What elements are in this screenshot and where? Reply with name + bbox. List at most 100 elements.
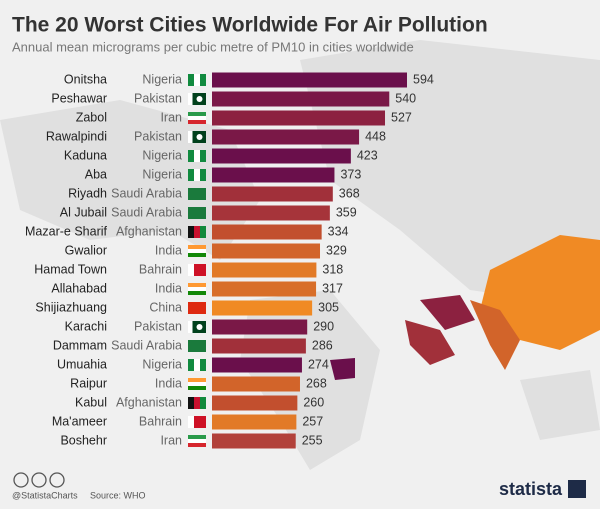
country-label: Nigeria xyxy=(142,167,182,181)
flag xyxy=(188,397,206,409)
flag xyxy=(188,321,206,333)
city-label: Hamad Town xyxy=(34,262,107,276)
flag-part xyxy=(196,324,203,330)
city-label: Shijiazhuang xyxy=(35,300,107,314)
country-label: India xyxy=(155,243,182,257)
chart-subtitle: Annual mean micrograms per cubic metre o… xyxy=(12,39,414,54)
flag-part xyxy=(200,397,206,409)
rows: Onitsha Nigeria 594 Peshawar Pakistan 540 Zabo… xyxy=(25,72,434,449)
flag-part xyxy=(188,382,206,386)
city-label: Rawalpindi xyxy=(46,129,107,143)
flag-part xyxy=(188,386,206,390)
flag-part xyxy=(188,397,194,409)
handle: @StatistaCharts xyxy=(12,490,78,500)
flag xyxy=(188,74,206,86)
country-label: India xyxy=(155,376,182,390)
value-label: 268 xyxy=(306,376,327,390)
flag-part xyxy=(200,150,206,162)
flag-part xyxy=(194,226,200,238)
value-label: 527 xyxy=(391,110,412,124)
bar xyxy=(212,338,306,354)
city-label: Raipur xyxy=(70,376,107,390)
flag xyxy=(188,283,206,295)
country-label: Saudi Arabia xyxy=(111,186,182,200)
flag-part xyxy=(188,120,206,124)
flag xyxy=(188,226,206,238)
flag-part xyxy=(188,435,206,439)
value-label: 373 xyxy=(340,167,361,181)
value-label: 368 xyxy=(339,186,360,200)
bar xyxy=(212,414,297,430)
flag-part xyxy=(194,397,200,409)
city-label: Umuahia xyxy=(57,357,107,371)
country-label: Iran xyxy=(160,433,182,447)
value-label: 359 xyxy=(336,205,357,219)
bar xyxy=(212,357,302,373)
bar xyxy=(212,148,351,164)
country-label: Iran xyxy=(160,110,182,124)
bar xyxy=(212,243,321,259)
value-label: 594 xyxy=(413,72,434,86)
city-label: Aba xyxy=(85,167,107,181)
city-label: Gwalior xyxy=(65,243,107,257)
bar xyxy=(212,376,300,392)
country-label: Saudi Arabia xyxy=(111,338,182,352)
value-label: 448 xyxy=(365,129,386,143)
value-label: 305 xyxy=(318,300,339,314)
bar xyxy=(212,72,407,88)
flag xyxy=(188,245,206,257)
flag-part xyxy=(194,169,200,181)
flag-part xyxy=(188,74,194,86)
flag-part xyxy=(200,74,206,86)
bar xyxy=(212,224,322,240)
country-label: Pakistan xyxy=(134,91,182,105)
value-label: 329 xyxy=(326,243,347,257)
value-label: 334 xyxy=(328,224,349,238)
flag xyxy=(188,359,206,371)
city-label: Dammam xyxy=(53,338,107,352)
bar xyxy=(212,205,330,221)
source: Source: WHO xyxy=(90,490,146,500)
city-label: Karachi xyxy=(65,319,107,333)
country-label: Bahrain xyxy=(139,414,182,428)
flag-part xyxy=(188,226,194,238)
country-label: Bahrain xyxy=(139,262,182,276)
flag-part xyxy=(188,416,194,428)
flag-part xyxy=(188,112,206,116)
flag xyxy=(188,169,206,181)
flag xyxy=(188,340,206,352)
brand-logo xyxy=(568,480,586,498)
country-label: Nigeria xyxy=(142,148,182,162)
flag xyxy=(188,435,206,447)
chart-title: The 20 Worst Cities Worldwide For Air Po… xyxy=(12,14,488,37)
city-label: Al Jubail xyxy=(60,205,107,219)
flag-part xyxy=(188,207,206,219)
value-label: 540 xyxy=(395,91,416,105)
bar xyxy=(212,395,298,411)
city-label: Allahabad xyxy=(51,281,107,295)
flag xyxy=(188,93,206,105)
city-label: Ma'ameer xyxy=(52,414,107,428)
license-icons xyxy=(13,472,65,488)
country-label: India xyxy=(155,281,182,295)
flag-part xyxy=(188,150,194,162)
flag-part xyxy=(188,283,206,287)
flag-part xyxy=(188,443,206,447)
flag xyxy=(188,188,206,200)
city-label: Onitsha xyxy=(64,72,107,86)
bar xyxy=(212,319,308,335)
city-label: Zabol xyxy=(76,110,107,124)
country-label: Pakistan xyxy=(134,319,182,333)
country-label: Saudi Arabia xyxy=(111,205,182,219)
flag-part xyxy=(188,245,206,249)
flag-part xyxy=(188,291,206,295)
city-label: Kaduna xyxy=(64,148,107,162)
flag-part xyxy=(194,74,200,86)
country-label: Afghanistan xyxy=(116,395,182,409)
city-label: Boshehr xyxy=(60,433,107,447)
value-label: 255 xyxy=(302,433,323,447)
flag-part xyxy=(188,340,206,352)
flag-part xyxy=(194,359,200,371)
flag xyxy=(188,378,206,390)
